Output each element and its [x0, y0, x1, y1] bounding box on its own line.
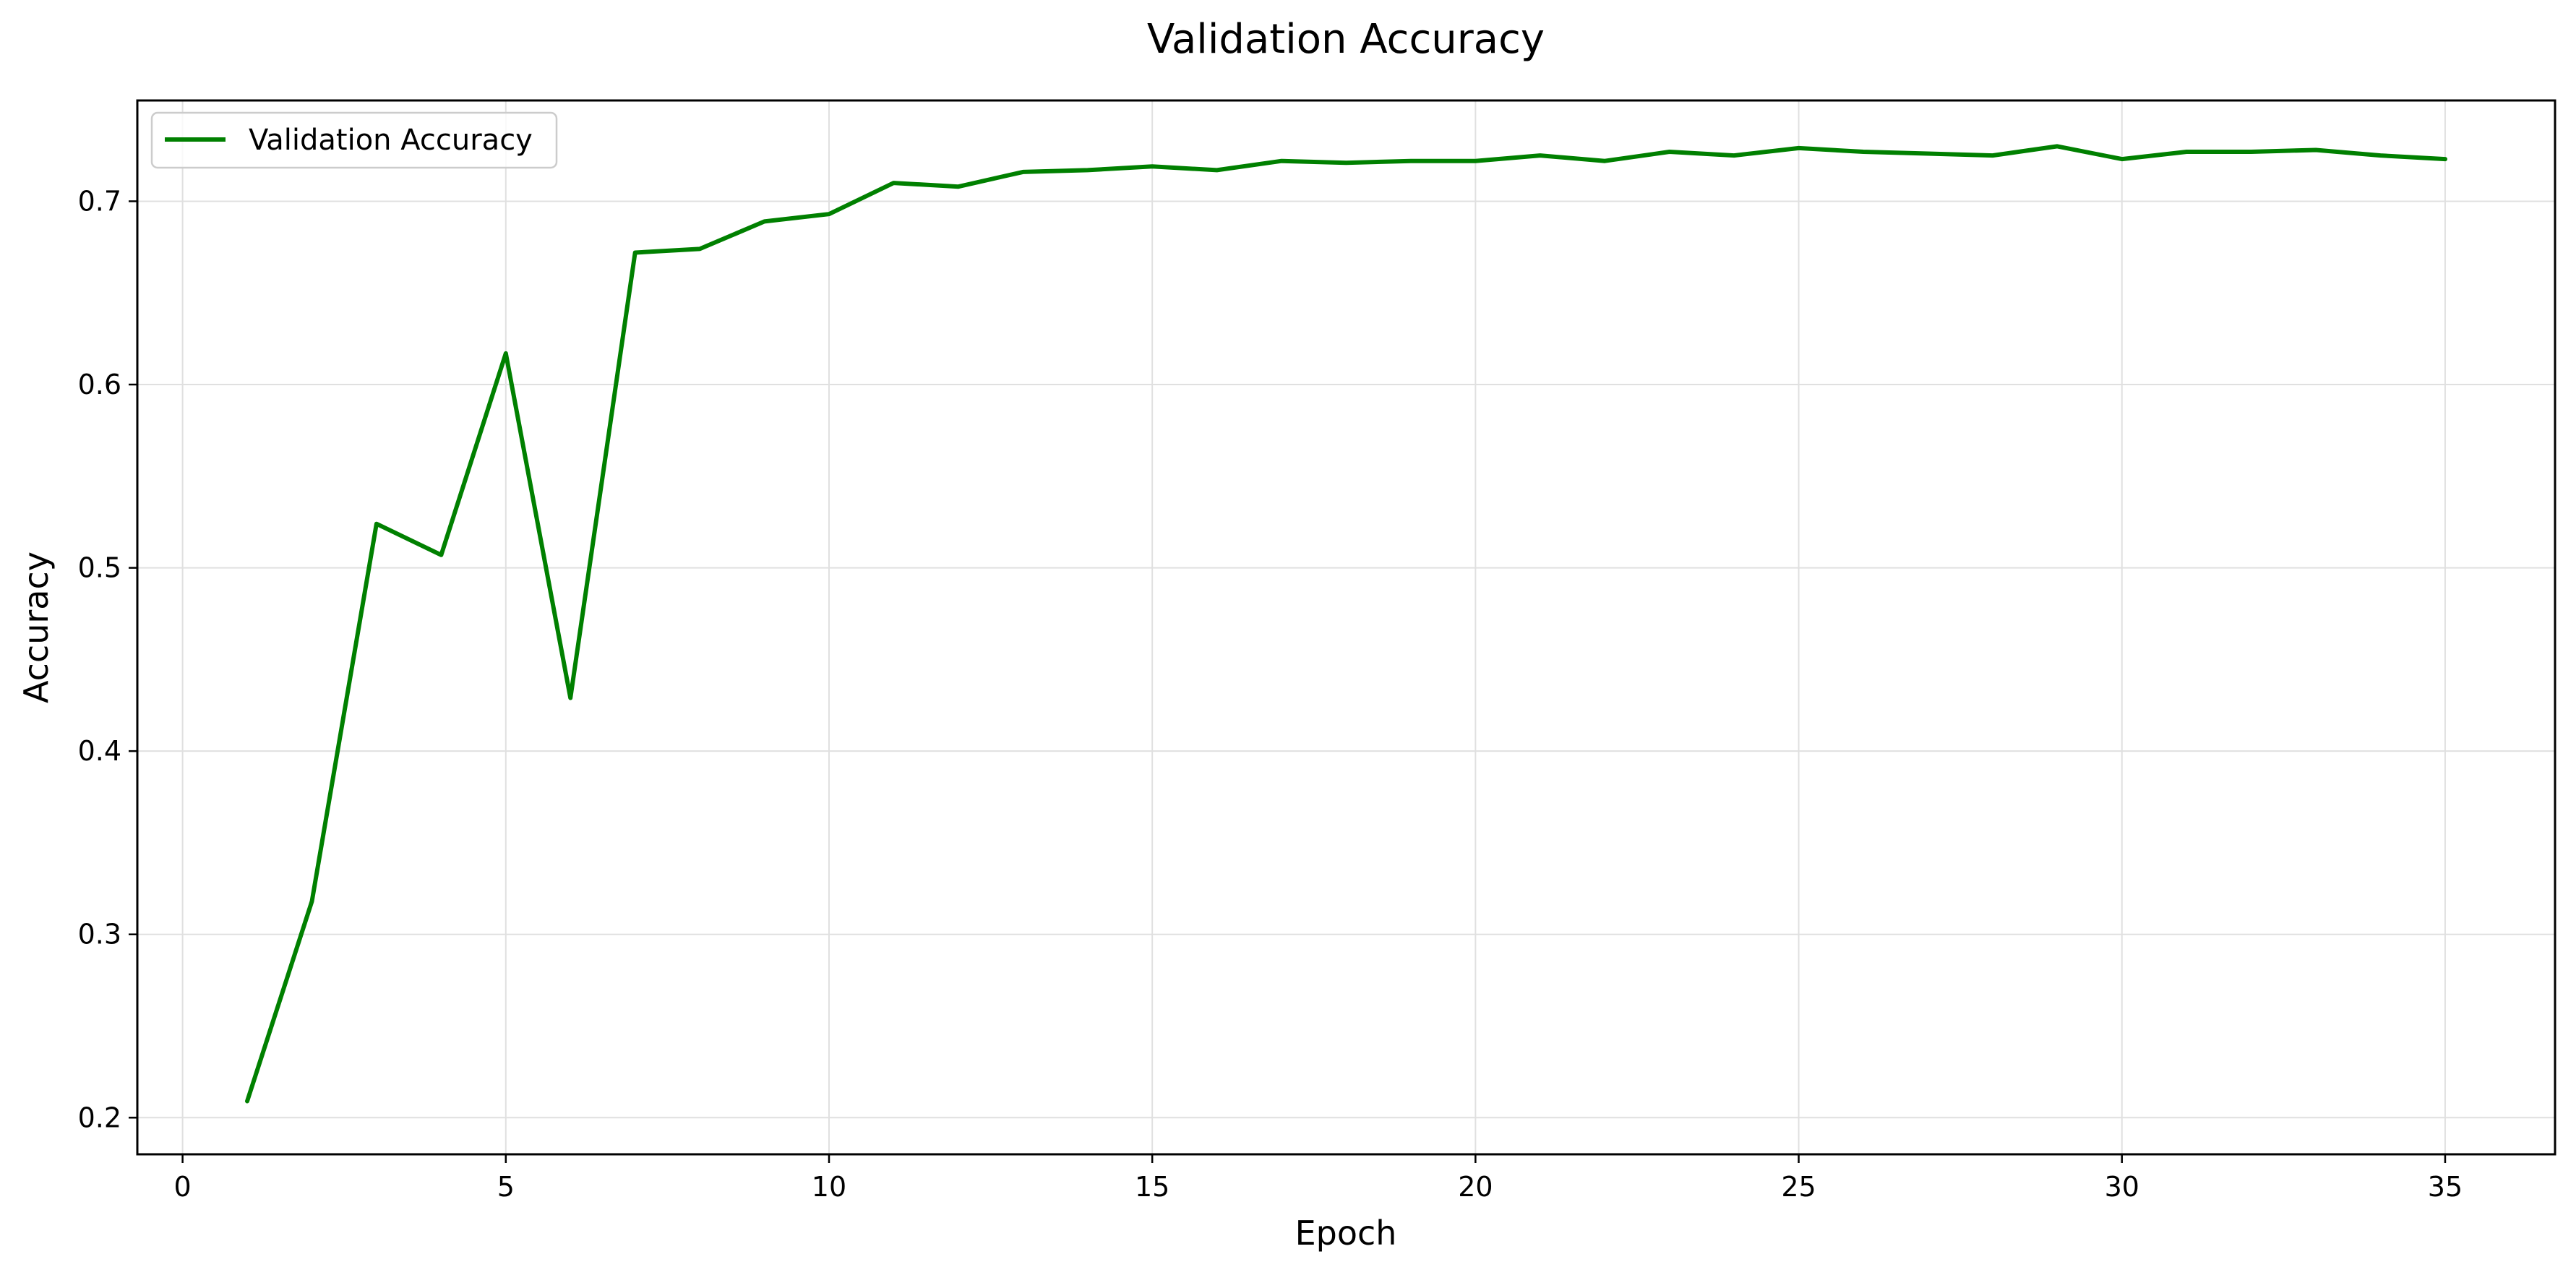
data-point [2121, 159, 2122, 160]
data-point [1734, 155, 1735, 156]
data-point [441, 554, 442, 555]
y-tick-label: 0.3 [78, 919, 121, 950]
x-tick-label: 10 [812, 1171, 846, 1203]
x-tick-label: 35 [2428, 1171, 2463, 1203]
y-tick-label: 0.2 [78, 1102, 121, 1133]
x-axis-label: Epoch [1295, 1214, 1397, 1253]
data-point [2380, 155, 2381, 156]
data-point [1863, 151, 1864, 152]
x-tick-label: 30 [2105, 1171, 2139, 1203]
data-point [2186, 151, 2187, 152]
x-axis-ticks: 0 5 10 15 20 25 30 35 [174, 1154, 2463, 1203]
data-point [1410, 160, 1411, 161]
data-point [893, 183, 894, 184]
data-point [570, 697, 571, 698]
x-tick-label: 0 [174, 1171, 192, 1203]
x-tick-label: 25 [1781, 1171, 1816, 1203]
y-tick-label: 0.7 [78, 185, 121, 217]
data-point [1669, 151, 1670, 152]
series-layer [245, 144, 2447, 1104]
data-point [1087, 170, 1088, 171]
y-axis-label: Accuracy [17, 551, 56, 703]
chart-title: Validation Accuracy [1147, 16, 1545, 63]
data-point [1992, 155, 1993, 156]
y-axis-ticks: 0.2 0.3 0.4 0.5 0.6 0.7 [78, 185, 137, 1133]
y-tick-label: 0.4 [78, 735, 121, 767]
data-point [764, 221, 765, 222]
legend: Validation Accuracy [150, 111, 558, 169]
data-point [1281, 160, 1282, 161]
grid [137, 100, 2555, 1154]
data-point [1798, 147, 1799, 148]
legend-box [150, 111, 558, 169]
series-line-validation-accuracy [245, 144, 2447, 1104]
x-tick-label: 5 [497, 1171, 515, 1203]
data-point [376, 523, 377, 524]
data-point [1475, 160, 1476, 161]
data-point [1216, 170, 1217, 171]
data-point [247, 1101, 248, 1102]
data-point [2057, 146, 2058, 147]
x-tick-label: 20 [1458, 1171, 1493, 1203]
x-tick-label: 15 [1135, 1171, 1169, 1203]
data-point [2444, 159, 2445, 160]
y-tick-label: 0.5 [78, 552, 121, 584]
data-point [1152, 166, 1153, 167]
legend-label-validation-accuracy: Validation Accuracy [249, 124, 533, 157]
plot-area-frame [136, 99, 2556, 1156]
y-tick-label: 0.6 [78, 369, 121, 400]
data-point [828, 214, 829, 215]
